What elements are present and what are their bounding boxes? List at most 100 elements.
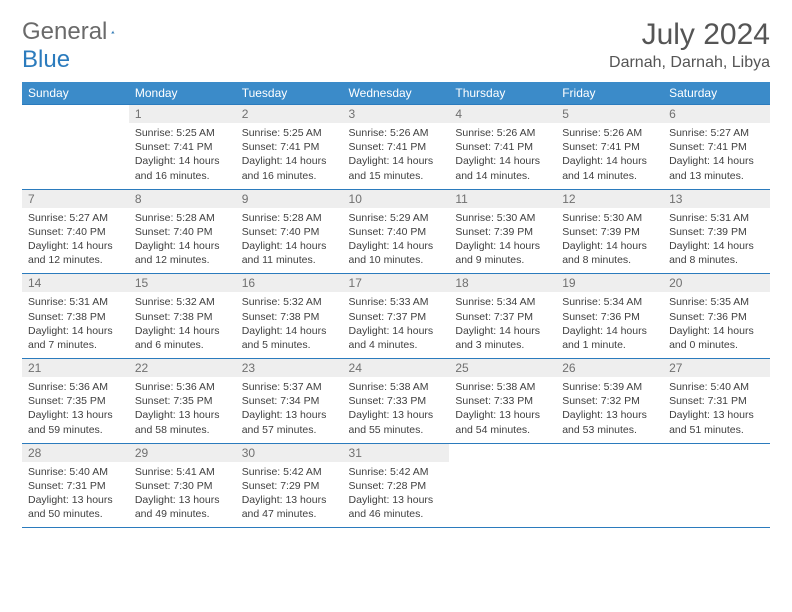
detail-line: Daylight: 13 hours — [669, 408, 764, 422]
detail-line: Sunset: 7:36 PM — [669, 310, 764, 324]
detail-line: and 16 minutes. — [242, 169, 337, 183]
calendar-week-row: 7Sunrise: 5:27 AMSunset: 7:40 PMDaylight… — [22, 189, 770, 274]
calendar-cell: 12Sunrise: 5:30 AMSunset: 7:39 PMDayligh… — [556, 189, 663, 274]
detail-line: and 8 minutes. — [562, 253, 657, 267]
detail-line: Sunset: 7:40 PM — [349, 225, 444, 239]
calendar-cell: 14Sunrise: 5:31 AMSunset: 7:38 PMDayligh… — [22, 274, 129, 359]
calendar-cell: 16Sunrise: 5:32 AMSunset: 7:38 PMDayligh… — [236, 274, 343, 359]
detail-line: and 12 minutes. — [135, 253, 230, 267]
detail-line: Sunset: 7:41 PM — [135, 140, 230, 154]
calendar-cell: 29Sunrise: 5:41 AMSunset: 7:30 PMDayligh… — [129, 443, 236, 528]
detail-line: Daylight: 14 hours — [28, 324, 123, 338]
day-number: 26 — [556, 359, 663, 377]
detail-line: Sunset: 7:31 PM — [669, 394, 764, 408]
detail-line: Sunset: 7:33 PM — [349, 394, 444, 408]
detail-line: Daylight: 14 hours — [455, 239, 550, 253]
detail-line: Sunset: 7:37 PM — [455, 310, 550, 324]
detail-line: and 57 minutes. — [242, 423, 337, 437]
day-number: 9 — [236, 190, 343, 208]
detail-line: Sunrise: 5:25 AM — [135, 126, 230, 140]
day-number: 10 — [343, 190, 450, 208]
day-details: Sunrise: 5:41 AMSunset: 7:30 PMDaylight:… — [129, 462, 236, 528]
detail-line: Sunrise: 5:32 AM — [135, 295, 230, 309]
day-details: Sunrise: 5:36 AMSunset: 7:35 PMDaylight:… — [22, 377, 129, 443]
calendar-cell: 8Sunrise: 5:28 AMSunset: 7:40 PMDaylight… — [129, 189, 236, 274]
detail-line: Daylight: 13 hours — [562, 408, 657, 422]
detail-line: Sunrise: 5:36 AM — [135, 380, 230, 394]
calendar-cell: 21Sunrise: 5:36 AMSunset: 7:35 PMDayligh… — [22, 359, 129, 444]
day-details: Sunrise: 5:37 AMSunset: 7:34 PMDaylight:… — [236, 377, 343, 443]
calendar-cell: 4Sunrise: 5:26 AMSunset: 7:41 PMDaylight… — [449, 105, 556, 190]
calendar-table: SundayMondayTuesdayWednesdayThursdayFrid… — [22, 82, 770, 528]
detail-line: Sunset: 7:39 PM — [669, 225, 764, 239]
day-header: Saturday — [663, 82, 770, 105]
detail-line: Daylight: 14 hours — [242, 239, 337, 253]
day-details: Sunrise: 5:28 AMSunset: 7:40 PMDaylight:… — [129, 208, 236, 274]
detail-line: and 53 minutes. — [562, 423, 657, 437]
detail-line: Sunset: 7:39 PM — [562, 225, 657, 239]
calendar-week-row: 28Sunrise: 5:40 AMSunset: 7:31 PMDayligh… — [22, 443, 770, 528]
day-number: 25 — [449, 359, 556, 377]
detail-line: Sunset: 7:33 PM — [455, 394, 550, 408]
detail-line: Sunrise: 5:26 AM — [349, 126, 444, 140]
calendar-cell: 20Sunrise: 5:35 AMSunset: 7:36 PMDayligh… — [663, 274, 770, 359]
day-number: 16 — [236, 274, 343, 292]
detail-line: Sunset: 7:41 PM — [562, 140, 657, 154]
day-number: 4 — [449, 105, 556, 123]
detail-line: and 54 minutes. — [455, 423, 550, 437]
calendar-cell: 13Sunrise: 5:31 AMSunset: 7:39 PMDayligh… — [663, 189, 770, 274]
detail-line: Daylight: 13 hours — [242, 408, 337, 422]
detail-line: and 0 minutes. — [669, 338, 764, 352]
detail-line: and 58 minutes. — [135, 423, 230, 437]
day-number: 11 — [449, 190, 556, 208]
day-header: Wednesday — [343, 82, 450, 105]
day-details: Sunrise: 5:25 AMSunset: 7:41 PMDaylight:… — [129, 123, 236, 189]
detail-line: and 7 minutes. — [28, 338, 123, 352]
day-number: 3 — [343, 105, 450, 123]
detail-line: Sunrise: 5:42 AM — [242, 465, 337, 479]
day-number: 8 — [129, 190, 236, 208]
day-number: 18 — [449, 274, 556, 292]
day-number: 17 — [343, 274, 450, 292]
calendar-cell: .. — [22, 105, 129, 190]
detail-line: Sunrise: 5:40 AM — [669, 380, 764, 394]
day-number: 2 — [236, 105, 343, 123]
detail-line: Sunset: 7:41 PM — [669, 140, 764, 154]
detail-line: Daylight: 14 hours — [349, 324, 444, 338]
day-header: Monday — [129, 82, 236, 105]
detail-line: Daylight: 13 hours — [455, 408, 550, 422]
detail-line: Sunrise: 5:37 AM — [242, 380, 337, 394]
day-number: 31 — [343, 444, 450, 462]
detail-line: and 5 minutes. — [242, 338, 337, 352]
detail-line: Sunrise: 5:41 AM — [135, 465, 230, 479]
detail-line: Sunset: 7:29 PM — [242, 479, 337, 493]
calendar-week-row: 14Sunrise: 5:31 AMSunset: 7:38 PMDayligh… — [22, 274, 770, 359]
month-title: July 2024 — [609, 18, 770, 52]
detail-line: and 12 minutes. — [28, 253, 123, 267]
day-details: Sunrise: 5:34 AMSunset: 7:36 PMDaylight:… — [556, 292, 663, 358]
day-number: 1 — [129, 105, 236, 123]
detail-line: Daylight: 13 hours — [28, 493, 123, 507]
day-details: Sunrise: 5:25 AMSunset: 7:41 PMDaylight:… — [236, 123, 343, 189]
calendar-cell: 10Sunrise: 5:29 AMSunset: 7:40 PMDayligh… — [343, 189, 450, 274]
day-details: Sunrise: 5:28 AMSunset: 7:40 PMDaylight:… — [236, 208, 343, 274]
detail-line: Sunset: 7:41 PM — [349, 140, 444, 154]
detail-line: Sunrise: 5:32 AM — [242, 295, 337, 309]
calendar-cell: 27Sunrise: 5:40 AMSunset: 7:31 PMDayligh… — [663, 359, 770, 444]
detail-line: Sunrise: 5:26 AM — [455, 126, 550, 140]
logo-sail-icon — [111, 22, 115, 42]
detail-line: and 13 minutes. — [669, 169, 764, 183]
day-number: 5 — [556, 105, 663, 123]
day-details: Sunrise: 5:39 AMSunset: 7:32 PMDaylight:… — [556, 377, 663, 443]
calendar-cell: 15Sunrise: 5:32 AMSunset: 7:38 PMDayligh… — [129, 274, 236, 359]
day-details: Sunrise: 5:38 AMSunset: 7:33 PMDaylight:… — [449, 377, 556, 443]
detail-line: and 3 minutes. — [455, 338, 550, 352]
logo: General — [22, 18, 135, 46]
calendar-cell: 24Sunrise: 5:38 AMSunset: 7:33 PMDayligh… — [343, 359, 450, 444]
detail-line: Daylight: 13 hours — [28, 408, 123, 422]
detail-line: and 9 minutes. — [455, 253, 550, 267]
day-details: Sunrise: 5:40 AMSunset: 7:31 PMDaylight:… — [22, 462, 129, 528]
logo-word-blue: Blue — [22, 46, 70, 74]
detail-line: Daylight: 14 hours — [455, 324, 550, 338]
detail-line: Daylight: 14 hours — [242, 324, 337, 338]
